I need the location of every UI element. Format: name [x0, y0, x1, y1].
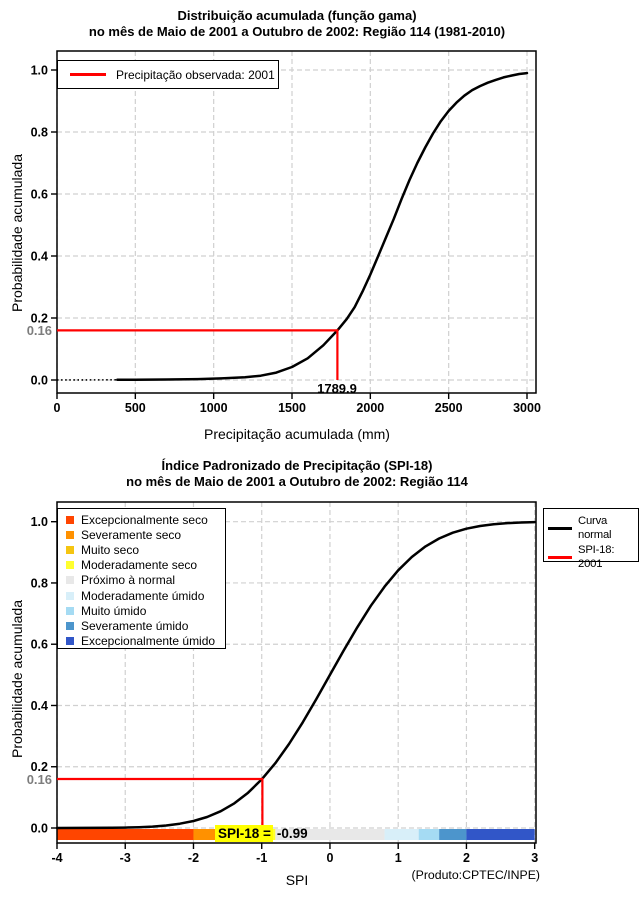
category-swatch [66, 637, 74, 646]
chart2-xlabel: SPI [285, 872, 309, 888]
svg-text:0: 0 [54, 401, 61, 415]
chart1-prob-marker-label: 0.16 [26, 323, 52, 338]
legend-item-severamente-seco: Severamente seco [66, 527, 225, 542]
svg-text:1000: 1000 [200, 401, 228, 415]
product-credit-note: (Produto:CPTEC/INPE) [411, 868, 540, 882]
category-swatch [66, 576, 74, 585]
category-label: Excepcionalmente úmido [81, 634, 216, 649]
category-swatch [66, 591, 74, 600]
legend-item-muito-umido: Muito úmido [66, 603, 225, 618]
svg-text:2000: 2000 [356, 401, 384, 415]
spi-categories-legend: Excepcionalmente seco Severamente seco M… [57, 508, 226, 649]
chart1-title: Distribuição acumulada (função gama) no … [57, 8, 537, 40]
chart1-legend-label: Precipitação observada: 2001 [116, 67, 275, 82]
svg-text:0.8: 0.8 [31, 126, 48, 140]
chart1-legend: Precipitação observada: 2001 [57, 60, 279, 89]
category-label: Severamente seco [81, 527, 182, 542]
chart2-title: Índice Padronizado de Precipitação (SPI-… [57, 458, 537, 490]
svg-text:500: 500 [125, 401, 146, 415]
svg-text:3: 3 [531, 851, 538, 865]
curva-label-line2: normal [578, 528, 612, 541]
svg-text:-1: -1 [256, 851, 267, 865]
spi-annotation-highlight: SPI-18 = [215, 825, 273, 842]
category-swatch [66, 545, 74, 554]
chart1-ylabel: Probabilidade acumulada [9, 154, 25, 312]
spi18-2001-label: SPI-18: 2001 [578, 544, 615, 570]
legend-item-proximo-a-normal: Próximo à normal [66, 573, 225, 588]
svg-text:1500: 1500 [278, 401, 306, 415]
category-label: Muito úmido [81, 603, 147, 618]
chart1-xlabel: Precipitação acumulada (mm) [204, 426, 390, 442]
svg-text:0.8: 0.8 [31, 576, 48, 590]
category-swatch [66, 621, 74, 630]
observed-line-swatch [70, 73, 106, 76]
legend-item-excepcionalmente-seco: Excepcionalmente seco [66, 512, 225, 527]
category-label: Próximo à normal [81, 573, 176, 588]
curva-normal-label: Curva normal [578, 515, 612, 542]
chart2-ylabel: Probabilidade acumulada [9, 600, 25, 758]
category-label: Severamente úmido [81, 618, 189, 633]
category-swatch [66, 530, 74, 539]
svg-text:0.0: 0.0 [31, 374, 48, 388]
legend-item-spi18-2001: SPI-18: 2001 [548, 544, 638, 571]
svg-text:0.6: 0.6 [31, 188, 48, 202]
svg-text:1.0: 1.0 [31, 515, 48, 529]
svg-text:0.2: 0.2 [31, 760, 48, 774]
category-label: Muito seco [81, 542, 140, 557]
spi-curves-legend: Curva normal SPI-18: 2001 [543, 508, 639, 570]
category-swatch [66, 561, 74, 570]
category-label: Moderadamente úmido [81, 588, 205, 603]
svg-text:0.0: 0.0 [31, 822, 48, 836]
svg-text:0.4: 0.4 [31, 699, 48, 713]
spi-value-annotation: SPI-18 = -0.99 [215, 825, 308, 842]
legend-item-muito-seco: Muito seco [66, 542, 225, 557]
chart2-title-line2: no mês de Maio de 2001 a Outubro de 2002… [126, 474, 468, 489]
svg-text:0.4: 0.4 [31, 250, 48, 264]
chart1-title-line2: no mês de Maio de 2001 a Outubro de 2002… [88, 24, 506, 39]
svg-text:-2: -2 [188, 851, 199, 865]
svg-text:0: 0 [326, 851, 333, 865]
svg-text:0.2: 0.2 [31, 312, 48, 326]
spi18-line-swatch [548, 556, 572, 559]
svg-text:2: 2 [463, 851, 470, 865]
svg-text:-3: -3 [120, 851, 131, 865]
svg-text:1.0: 1.0 [31, 64, 48, 78]
normal-curve-swatch [548, 527, 572, 530]
chart1-x-marker-label: 1789.9 [317, 381, 357, 396]
legend-item-curva-normal: Curva normal [548, 515, 638, 542]
svg-text:2500: 2500 [435, 401, 463, 415]
legend-item-excepcionalmente-umido: Excepcionalmente úmido [66, 634, 225, 649]
spi-annotation-value: -0.99 [276, 826, 308, 841]
svg-text:3000: 3000 [513, 401, 541, 415]
category-swatch [66, 606, 74, 615]
legend-item-moderadamente-seco: Moderadamente seco [66, 558, 225, 573]
legend-item-severamente-umido: Severamente úmido [66, 618, 225, 633]
spi-chart-canvas: -4 -3 -2 -1 0 1 2 3 0.0 0.2 0.4 0.6 0.8 1.0 [31, 501, 538, 865]
category-swatch [66, 515, 74, 524]
curva-label-line1: Curva [578, 515, 608, 527]
chart2-prob-marker-label: 0.16 [26, 772, 52, 787]
category-label: Moderadamente seco [81, 558, 198, 573]
gamma-cdf-chart-canvas: 0 500 1000 1500 2000 2500 3000 0.0 0.2 0.4 0.6 0.8 1… [31, 50, 541, 415]
svg-text:1: 1 [395, 851, 402, 865]
chart1-title-line1: Distribuição acumulada (função gama) [177, 8, 417, 23]
legend-item-moderadamente-umido: Moderadamente úmido [66, 588, 225, 603]
category-label: Excepcionalmente seco [81, 512, 208, 527]
chart2-title-line1: Índice Padronizado de Precipitação (SPI-… [161, 458, 433, 473]
svg-text:0.6: 0.6 [31, 638, 48, 652]
svg-text:-4: -4 [51, 851, 62, 865]
